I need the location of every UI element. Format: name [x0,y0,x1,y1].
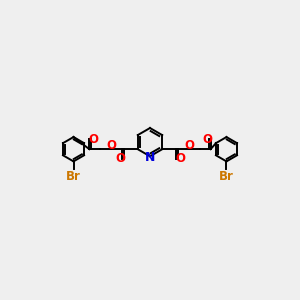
Text: N: N [145,151,155,164]
Text: O: O [184,139,194,152]
Text: O: O [202,134,212,146]
Text: O: O [115,152,125,165]
Text: Br: Br [219,170,234,183]
Text: Br: Br [66,170,81,183]
Text: O: O [175,152,185,165]
Text: O: O [88,134,98,146]
Text: O: O [106,139,116,152]
